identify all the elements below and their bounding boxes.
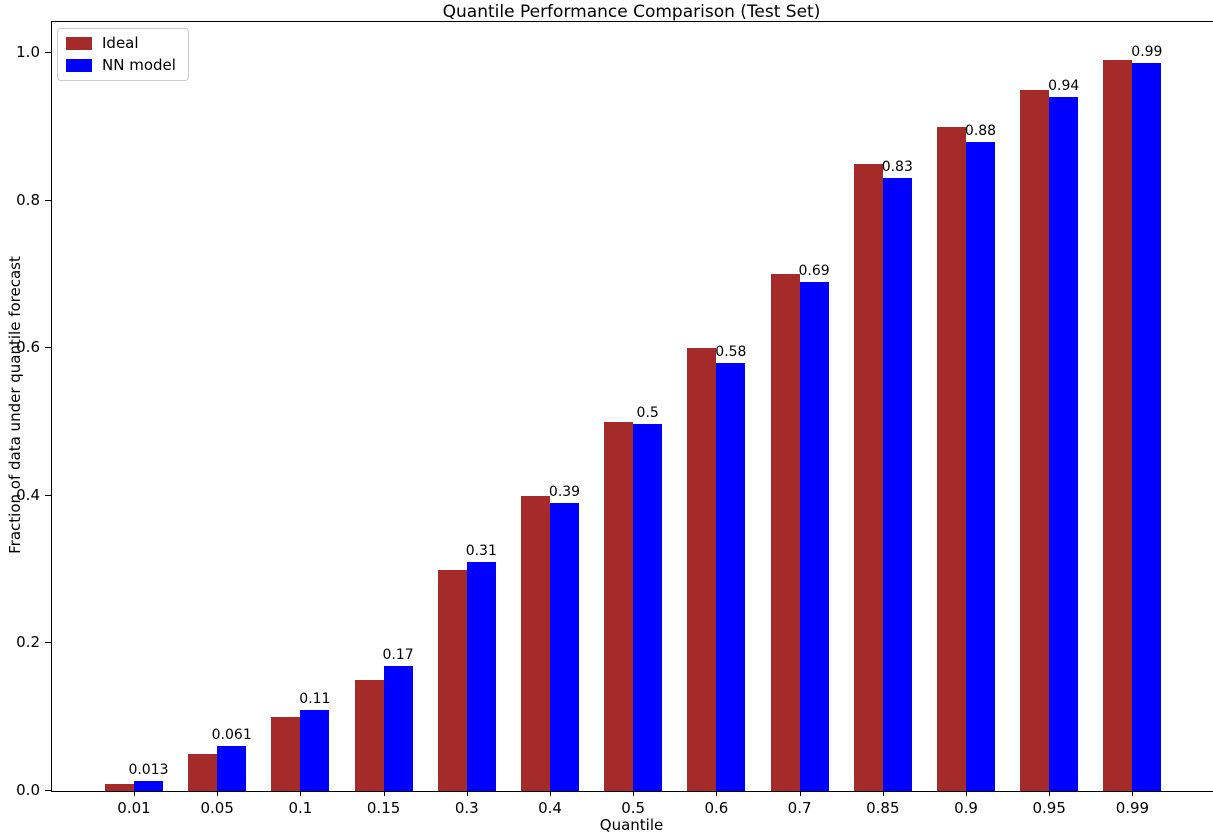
- bar-nn-model: [550, 503, 579, 791]
- bar-nn-model: [134, 781, 163, 791]
- bar-value-label: 0.5: [636, 405, 659, 422]
- x-tick-mark: [134, 791, 135, 796]
- x-tick-mark: [882, 791, 884, 796]
- x-tick-mark: [466, 791, 468, 796]
- x-tick-mark: [217, 791, 219, 796]
- x-tick-label: 0.85: [866, 799, 900, 817]
- bar-ideal: [770, 274, 800, 791]
- bar-ideal: [853, 163, 883, 791]
- bar-nn-model: [1049, 97, 1079, 791]
- x-tick-label: 0.9: [954, 799, 978, 817]
- legend: Ideal NN model: [57, 28, 189, 81]
- legend-swatch-nn-model: [66, 59, 92, 72]
- x-tick-label: 0.95: [1032, 799, 1066, 817]
- x-tick-label: 0.01: [117, 799, 151, 817]
- y-tick-label: 1.0: [16, 43, 40, 61]
- bar-ideal: [937, 126, 966, 791]
- bar-value-label: 0.83: [881, 159, 913, 176]
- y-tick-mark: [45, 494, 51, 496]
- y-tick-label: 0.6: [16, 338, 40, 357]
- bar-ideal: [1103, 60, 1133, 791]
- x-tick-mark: [966, 791, 967, 796]
- bar-value-label: 0.39: [548, 484, 581, 501]
- bar-nn-model: [1132, 62, 1162, 791]
- bar-nn-model: [466, 562, 496, 791]
- y-tick-label: 0.8: [16, 190, 40, 209]
- bar-value-label: 0.88: [964, 122, 997, 139]
- bar-nn-model: [383, 665, 413, 791]
- x-tick-label: 0.5: [621, 799, 646, 817]
- x-tick-mark: [550, 791, 551, 796]
- x-tick-label: 0.6: [704, 799, 729, 817]
- y-tick-mark: [45, 642, 51, 644]
- x-tick-mark: [633, 791, 635, 796]
- bar-value-label: 0.69: [798, 262, 830, 279]
- bar-nn-model: [217, 745, 247, 791]
- bar-ideal: [188, 754, 218, 791]
- chart-title: Quantile Performance Comparison (Test Se…: [442, 2, 821, 22]
- bar-value-label: 0.013: [128, 762, 169, 779]
- y-tick-label: 0.4: [16, 485, 40, 504]
- x-tick-label: 0.7: [787, 799, 812, 817]
- plot-area: 0.013 0.061 0.11 0.17 0.31 0.39 0.5 0.58 0.69 0.8…: [51, 21, 1213, 792]
- x-axis-label: Quantile: [599, 816, 664, 834]
- bar-ideal: [354, 680, 384, 791]
- y-axis-label: Fraction of data under quantile forecast: [6, 256, 24, 554]
- legend-item-ideal: Ideal: [66, 35, 176, 52]
- x-tick-label: 0.15: [366, 799, 401, 817]
- bar-nn-model: [799, 281, 829, 791]
- x-tick-label: 0.1: [288, 799, 313, 817]
- bar-value-label: 0.061: [211, 726, 252, 743]
- bar-ideal: [437, 569, 467, 791]
- bar-value-label: 0.17: [382, 646, 414, 663]
- x-tick-label: 0.05: [200, 799, 234, 817]
- x-tick-mark: [300, 791, 302, 796]
- y-tick-label: 0.0: [16, 781, 40, 799]
- x-tick-mark: [799, 791, 801, 796]
- y-tick-mark: [45, 790, 51, 791]
- bar-nn-model: [882, 178, 912, 791]
- bar-ideal: [271, 717, 301, 791]
- x-tick-label: 0.99: [1115, 799, 1150, 817]
- bar-value-label: 0.31: [465, 543, 497, 560]
- x-tick-mark: [716, 791, 718, 796]
- bar-nn-model: [633, 424, 663, 791]
- x-tick-mark: [383, 791, 385, 796]
- bar-ideal: [521, 495, 550, 791]
- bar-nn-model: [716, 362, 746, 791]
- y-tick-mark: [45, 52, 51, 53]
- bar-nn-model: [966, 141, 995, 791]
- bar-value-label: 0.58: [715, 343, 747, 360]
- legend-swatch-ideal: [66, 37, 92, 50]
- bar-ideal: [105, 783, 134, 791]
- bar-ideal: [687, 348, 717, 791]
- legend-label-ideal: Ideal: [102, 34, 139, 52]
- legend-item-nn-model: NN model: [66, 57, 176, 74]
- y-tick-label: 0.2: [16, 633, 40, 652]
- y-tick-mark: [45, 347, 51, 349]
- x-tick-mark: [1132, 791, 1134, 796]
- x-tick-label: 0.4: [538, 799, 562, 817]
- x-tick-label: 0.3: [454, 799, 479, 817]
- bar-value-label: 0.11: [299, 690, 331, 707]
- bar-ideal: [604, 422, 634, 791]
- legend-label-nn-model: NN model: [102, 56, 176, 74]
- bar-nn-model: [300, 709, 330, 791]
- bar-value-label: 0.99: [1131, 43, 1163, 60]
- x-tick-mark: [1049, 791, 1051, 796]
- y-tick-mark: [45, 199, 51, 201]
- bar-value-label: 0.94: [1048, 78, 1080, 95]
- bar-ideal: [1020, 89, 1050, 791]
